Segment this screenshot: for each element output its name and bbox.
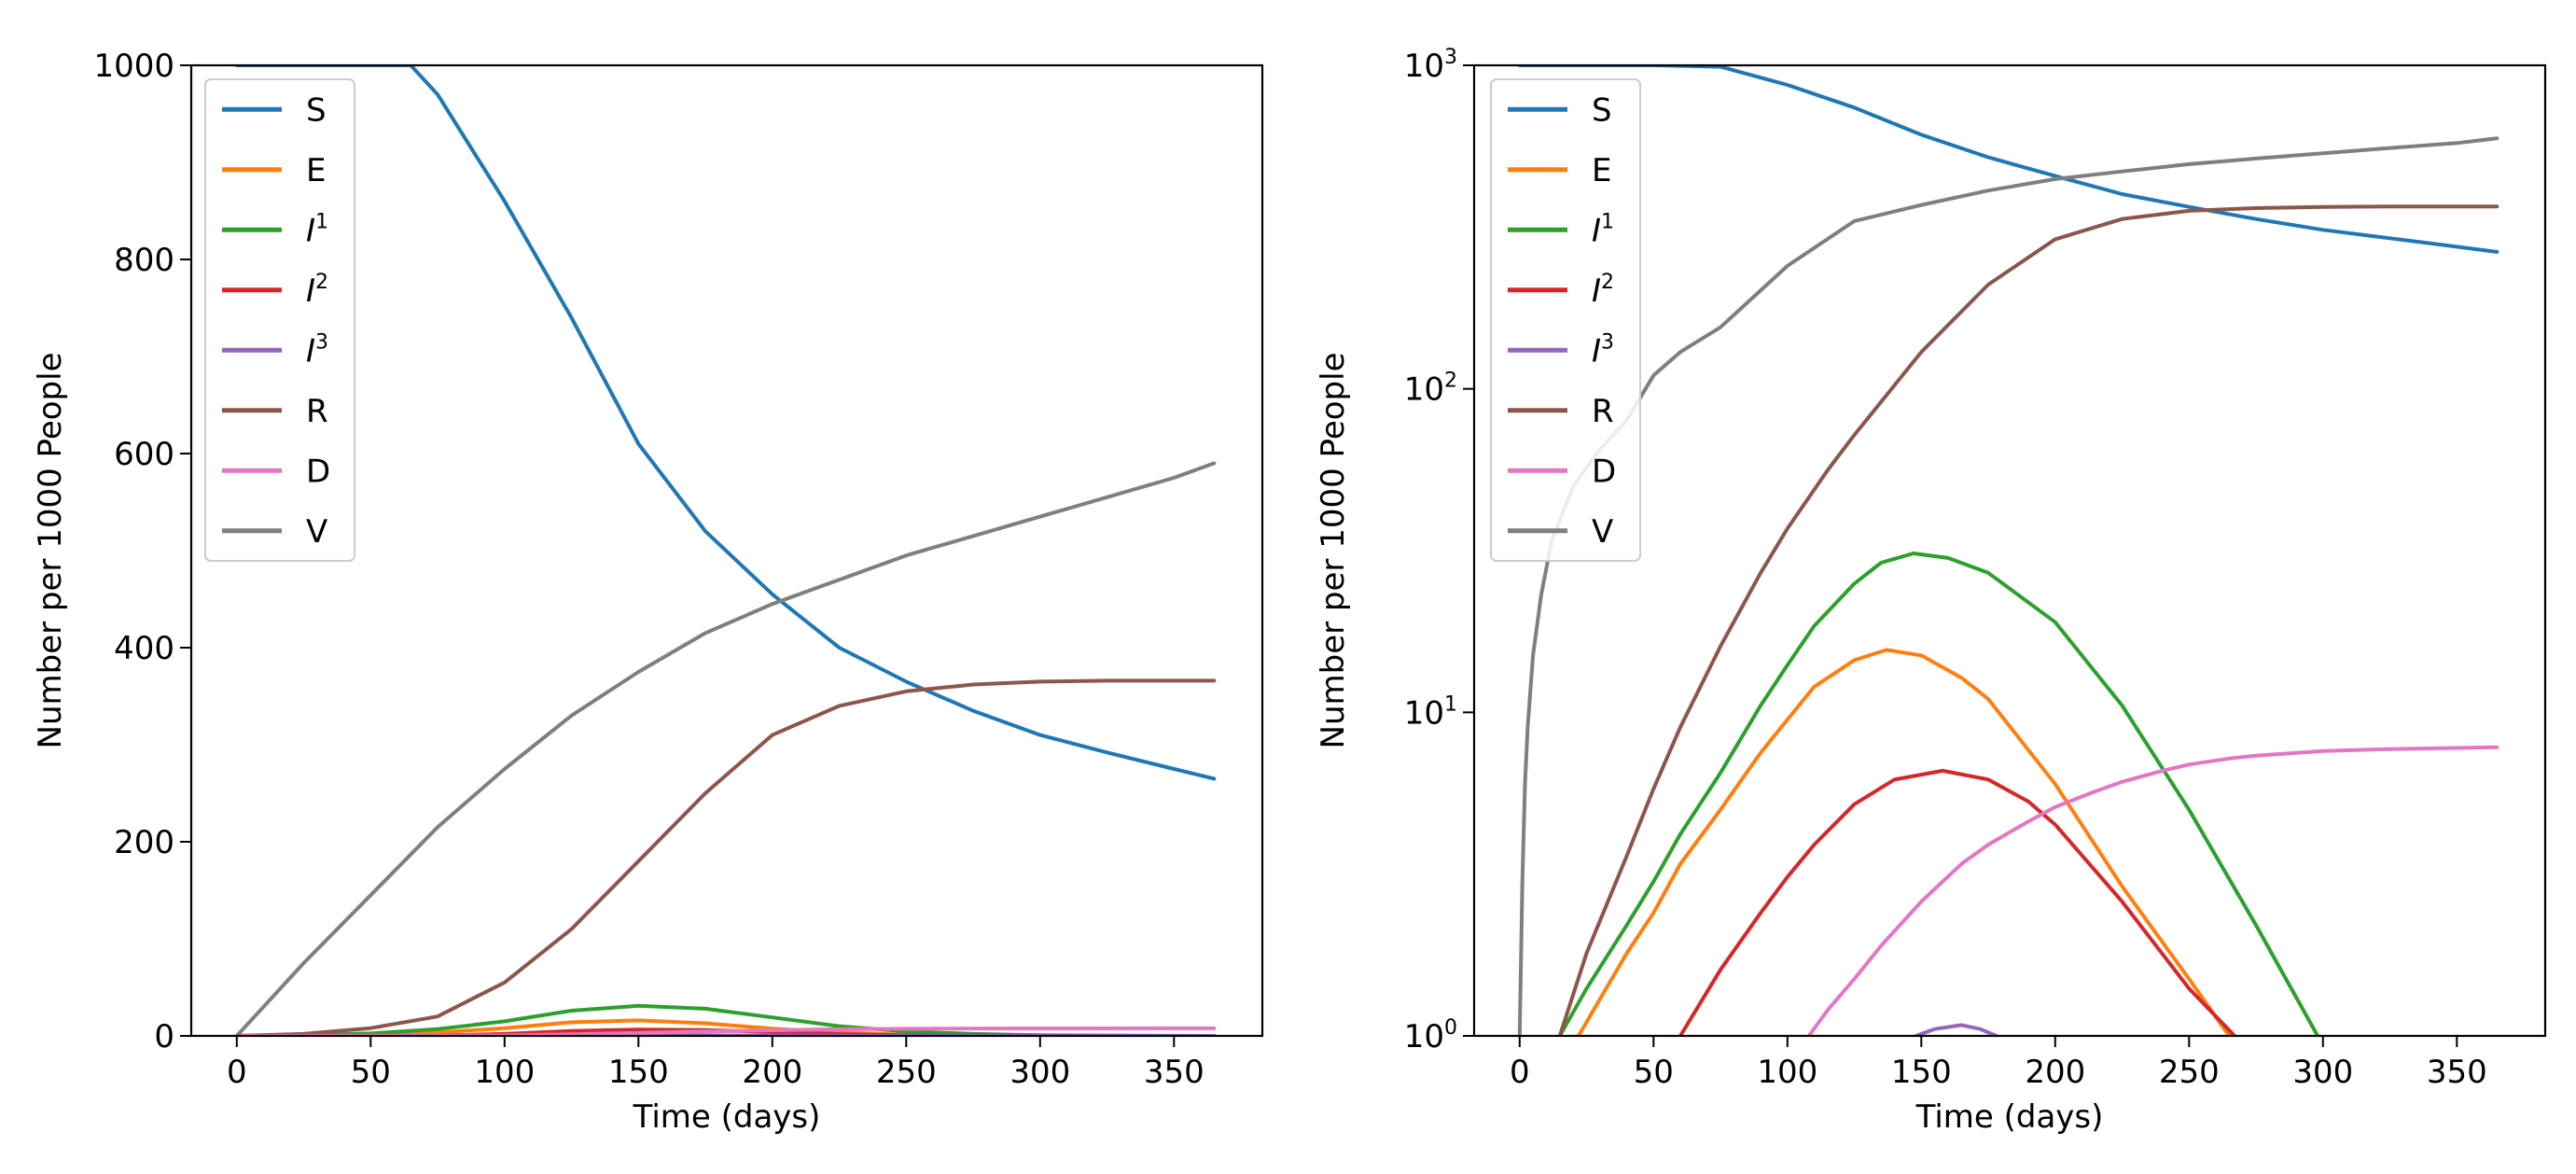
y-tick-label: 800: [114, 242, 174, 279]
legend: SE I1 I2 I3 RDV: [1490, 78, 1641, 562]
x-tick-label: 50: [1634, 1054, 1674, 1091]
x-tick-label: 250: [876, 1054, 937, 1091]
x-tick-label: 200: [2025, 1054, 2085, 1091]
legend-label-s: S: [1592, 91, 1612, 129]
x-tick-label: 200: [742, 1054, 802, 1091]
y-tick-label: 200: [114, 824, 174, 861]
x-tick-label: 0: [227, 1054, 247, 1091]
series-line-i3: [1914, 1023, 1998, 1036]
x-tick-label: 100: [1757, 1054, 1817, 1091]
legend: SE I1 I2 I3 RDV: [204, 78, 355, 562]
legend-label-i1: I1: [1592, 210, 1614, 249]
legend-box: [1490, 78, 1641, 562]
linear-scale-chart-panel: 0 50 100 150 200 250 300 350 0 200 400 600 800 1000 Ti…: [32, 48, 1264, 1136]
y-tick-label: 103: [1404, 46, 1457, 85]
x-axis-label: Time (days): [1915, 1098, 2104, 1136]
x-tick-label: 150: [1891, 1054, 1952, 1091]
legend-label-i1: I1: [306, 210, 328, 249]
series-line-i1: [1557, 552, 2320, 1036]
legend-label-i3: I3: [306, 330, 328, 370]
series-line-d: [234, 1026, 1217, 1036]
series-line-i1: [234, 1003, 1217, 1036]
series-line-v: [234, 461, 1217, 1036]
x-tick-label: 50: [351, 1054, 391, 1091]
legend-label-i2: I2: [1592, 271, 1614, 310]
series-line-i2: [1678, 768, 2237, 1036]
legend-label-e: E: [306, 152, 326, 189]
y-tick-label: 102: [1404, 370, 1457, 409]
x-tick-label: 150: [608, 1054, 669, 1091]
legend-label-i3: I3: [1592, 330, 1614, 370]
series-lines: [1517, 65, 2499, 1036]
plot-frame: [1472, 63, 2547, 1038]
series-line-d: [1806, 745, 2499, 1036]
legend-label-v: V: [1592, 513, 1613, 551]
y-tick-label: 600: [114, 436, 174, 473]
legend-label-s: S: [306, 91, 327, 129]
legend-box: [204, 78, 355, 562]
y-tick-label: 100: [1404, 1016, 1457, 1055]
legend-label-v: V: [306, 513, 327, 551]
x-tick-label: 300: [1010, 1054, 1070, 1091]
legend-label-e: E: [1592, 152, 1611, 189]
series-line-s: [1517, 65, 2499, 254]
y-tick-label: 101: [1404, 692, 1457, 732]
legend-label-d: D: [1592, 453, 1616, 490]
legend-label-i2: I2: [306, 271, 328, 310]
legend-label-d: D: [306, 453, 330, 490]
series-line-s: [234, 65, 1217, 781]
series-line-r: [1557, 204, 2499, 1036]
x-tick-label: 250: [2159, 1054, 2220, 1091]
x-axis-label: Time (days): [633, 1098, 821, 1136]
log-scale-chart-panel: 0 50 100 150 200 250 300 350 100 101 102 103 Time (d…: [1315, 46, 2547, 1136]
y-tick-label: 400: [114, 630, 174, 667]
x-tick-label: 300: [2292, 1054, 2353, 1091]
series-line-r: [234, 678, 1217, 1036]
x-tick-label: 350: [1144, 1054, 1204, 1091]
y-axis-label: Number per 1000 People: [32, 353, 69, 749]
legend-label-r: R: [1592, 393, 1614, 430]
x-tick-label: 100: [474, 1054, 535, 1091]
y-tick-label: 1000: [93, 48, 174, 85]
series-line-v: [1517, 136, 2499, 1036]
x-tick-label: 350: [2427, 1054, 2487, 1091]
x-tick-label: 0: [1510, 1054, 1530, 1091]
plot-frame: [189, 63, 1264, 1038]
y-axis-label: Number per 1000 People: [1315, 353, 1352, 749]
y-tick-label: 0: [154, 1018, 174, 1055]
legend-label-r: R: [306, 393, 328, 430]
